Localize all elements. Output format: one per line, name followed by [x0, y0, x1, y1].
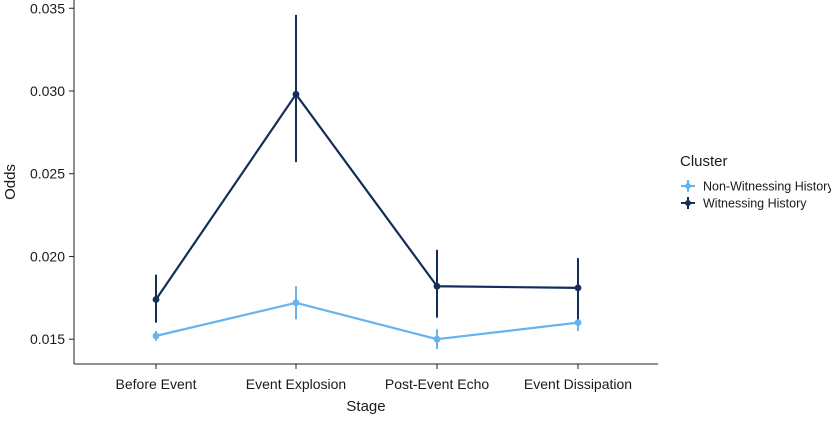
series-line: [155, 301, 579, 341]
y-tick-label: 0.015: [30, 331, 65, 347]
data-point: [433, 335, 441, 343]
legend-label: Non-Witnessing History: [703, 180, 831, 194]
data-point: [433, 282, 441, 290]
plot-series: [152, 14, 582, 350]
legend-key-point: [685, 183, 691, 189]
x-tick-label: Event Explosion: [246, 376, 346, 392]
y-tick-label: 0.035: [30, 0, 65, 16]
data-point: [152, 332, 160, 340]
legend-label: Witnessing History: [703, 197, 807, 211]
y-axis-title: Odds: [2, 164, 19, 200]
data-point: [292, 299, 300, 307]
x-tick-label: Before Event: [116, 376, 197, 392]
y-tick-label: 0.020: [30, 248, 65, 264]
y-axis-ticks: 0.015 0.020 0.025 0.030 0.035: [30, 0, 74, 347]
legend-title: Cluster: [680, 153, 728, 170]
series-line: [155, 93, 579, 301]
data-point: [574, 284, 582, 292]
x-tick-label: Event Dissipation: [524, 376, 632, 392]
data-point: [292, 90, 300, 98]
data-point: [152, 296, 160, 303]
y-tick-label: 0.030: [30, 83, 65, 99]
legend: Cluster Non-Witnessing History Witnessing…: [680, 153, 831, 211]
series-group: [152, 286, 582, 350]
x-axis-title: Stage: [346, 398, 385, 415]
x-tick-label: Post-Event Echo: [385, 376, 489, 392]
x-axis-ticks: Before Event Event Explosion Post-Event Ec…: [116, 364, 632, 392]
data-point: [574, 319, 582, 327]
legend-key-point: [685, 200, 691, 206]
y-tick-label: 0.025: [30, 166, 65, 182]
series-group: [152, 14, 582, 323]
